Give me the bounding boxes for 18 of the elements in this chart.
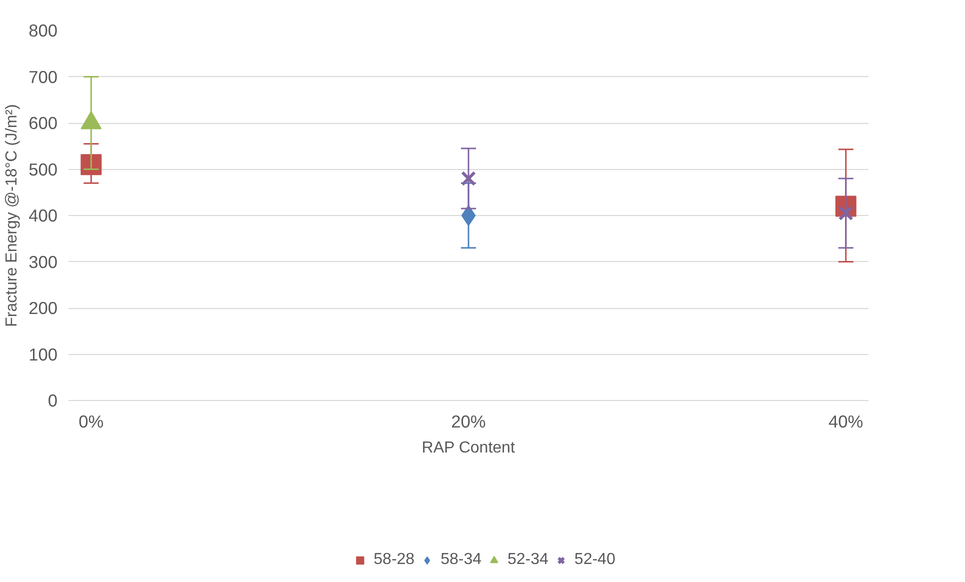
y-tick-label: 200 <box>28 298 58 318</box>
y-tick-label: 300 <box>28 252 58 272</box>
y-tick-label: 700 <box>28 66 58 87</box>
y-tick-label: 600 <box>28 113 58 133</box>
y-tick-label: 100 <box>28 344 58 364</box>
y-tick-label: 0 <box>48 390 58 410</box>
y-tick-label: 800 <box>28 20 58 40</box>
x-tick-label: 0% <box>78 412 104 432</box>
legend-label: 52-40 <box>574 550 616 569</box>
x-tick-label: 20% <box>451 412 486 432</box>
legend-label: 52-34 <box>508 550 548 569</box>
legend-label: 58-28 <box>374 550 415 569</box>
y-axis-title: Fracture Energy @-18°C (J/m²) <box>4 104 21 327</box>
y-tick-label: 400 <box>28 206 58 226</box>
x-axis-title: RAP Content <box>422 440 516 456</box>
x-tick-label: 40% <box>828 412 864 432</box>
legend-label: 58-34 <box>440 550 482 569</box>
y-tick-label: 500 <box>28 159 58 180</box>
